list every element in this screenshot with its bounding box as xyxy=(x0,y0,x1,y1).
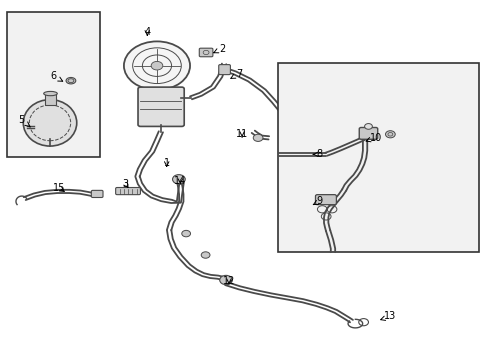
Text: 13: 13 xyxy=(380,311,396,321)
Circle shape xyxy=(151,62,163,70)
Bar xyxy=(277,63,478,252)
Circle shape xyxy=(385,131,394,138)
Ellipse shape xyxy=(23,100,77,146)
Bar xyxy=(7,12,100,157)
Ellipse shape xyxy=(66,77,76,84)
FancyBboxPatch shape xyxy=(218,64,230,75)
FancyBboxPatch shape xyxy=(138,87,184,126)
Text: 2: 2 xyxy=(213,44,225,54)
FancyBboxPatch shape xyxy=(199,48,212,57)
Text: 10: 10 xyxy=(366,133,381,143)
Circle shape xyxy=(201,252,209,258)
Text: 7: 7 xyxy=(230,68,242,78)
Text: 9: 9 xyxy=(313,197,322,206)
Text: 3: 3 xyxy=(122,179,128,189)
Circle shape xyxy=(123,41,190,90)
Text: 5: 5 xyxy=(19,115,30,127)
FancyBboxPatch shape xyxy=(91,190,103,198)
FancyBboxPatch shape xyxy=(116,188,140,195)
Text: 1: 1 xyxy=(163,158,169,168)
Ellipse shape xyxy=(43,91,57,96)
Text: 6: 6 xyxy=(51,71,62,81)
Text: 14: 14 xyxy=(174,176,186,186)
Text: 4: 4 xyxy=(144,27,150,37)
Text: 11: 11 xyxy=(236,129,248,139)
Circle shape xyxy=(253,134,263,141)
Text: 8: 8 xyxy=(313,149,322,159)
Bar xyxy=(45,94,56,105)
FancyBboxPatch shape xyxy=(359,127,377,139)
Text: 15: 15 xyxy=(53,183,65,193)
Circle shape xyxy=(219,275,232,285)
Text: 12: 12 xyxy=(223,276,235,286)
Circle shape xyxy=(182,230,190,237)
Circle shape xyxy=(172,175,185,184)
FancyBboxPatch shape xyxy=(315,195,336,204)
Circle shape xyxy=(364,123,372,129)
